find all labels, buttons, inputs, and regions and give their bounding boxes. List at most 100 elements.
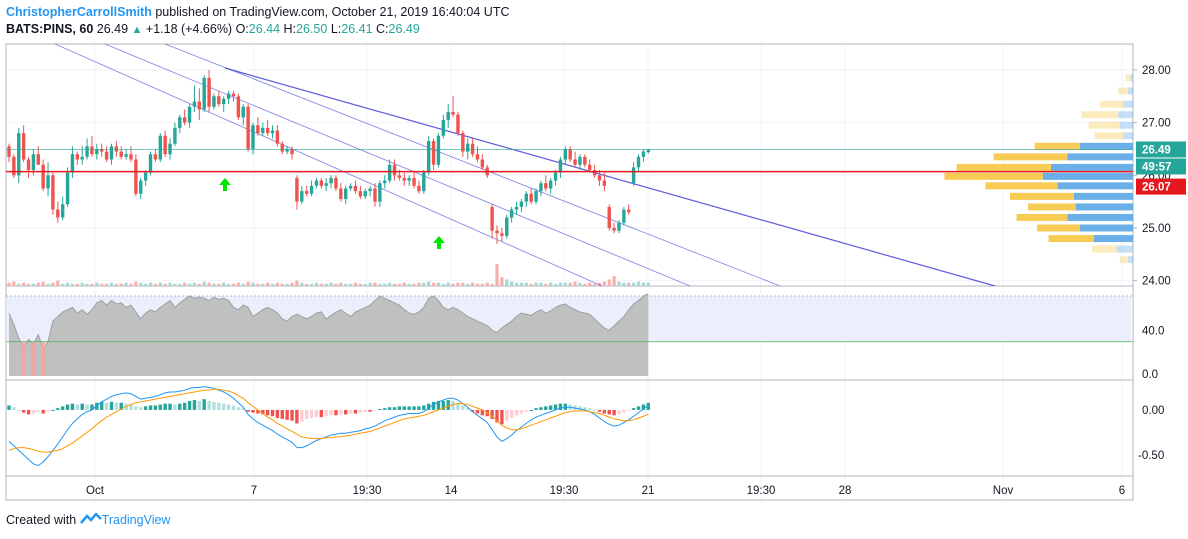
volume-bar (319, 283, 323, 286)
up-arrow-icon (219, 178, 231, 191)
macd-hist-bar (275, 409, 280, 419)
macd-hist-bar (641, 404, 646, 410)
volume-bar (197, 283, 201, 286)
candle-body (373, 188, 377, 202)
candle-body (344, 188, 348, 200)
author-name[interactable]: ChristopherCarrollSmith (6, 5, 152, 19)
candle-body (378, 183, 382, 202)
candle-body (431, 141, 436, 165)
volume-bar (573, 281, 577, 286)
volume-bar (139, 282, 143, 286)
macd-hist-bar (197, 400, 202, 410)
profile-bar-up (985, 182, 1058, 190)
macd-tick-label: 0.00 (1142, 405, 1164, 417)
volume-bar (412, 283, 416, 286)
volume-bar (7, 282, 11, 286)
macd-hist-bar (617, 409, 621, 415)
volume-bar (534, 282, 538, 286)
macd-hist-bar (231, 405, 236, 410)
macd-hist-bar (90, 404, 94, 410)
volume-bar (105, 283, 109, 286)
volume-bar (368, 282, 372, 286)
up-triangle-icon: ▲ (131, 24, 143, 36)
volume-bar (222, 282, 226, 286)
markers (219, 178, 445, 249)
candle-body (544, 183, 548, 189)
macd-hist-bar (631, 408, 636, 410)
candle-body (226, 93, 231, 99)
volume-bar (290, 282, 294, 286)
volume-bar (392, 283, 397, 286)
volume-bar (266, 282, 270, 286)
profile-bar-up (993, 153, 1068, 161)
macd-hist-bar (158, 404, 162, 410)
candle-body (314, 180, 319, 186)
macd-hist-bar (353, 409, 358, 414)
volume-bar (324, 283, 328, 286)
macd-hist-bar (304, 409, 309, 419)
profile-bar-down (1079, 142, 1133, 150)
volume-bar (436, 282, 441, 286)
macd-hist-bar (480, 409, 485, 416)
macd-hist-bar (139, 407, 143, 410)
candle-body (275, 130, 280, 144)
candle-body (348, 185, 353, 189)
volume-bar (636, 281, 641, 286)
volume-bar (553, 283, 558, 286)
candle-body (646, 149, 650, 153)
candle-body (602, 180, 607, 186)
rsi-tick-label: 40.0 (1142, 325, 1164, 337)
macd-hist-bar (134, 406, 138, 410)
macd-hist-bar (319, 409, 324, 418)
candle-body (109, 146, 114, 160)
macd-hist-bar (558, 403, 563, 410)
volume-bar (65, 282, 70, 286)
candle-body (21, 133, 26, 160)
macd-hist-bar (285, 409, 289, 420)
profile-bar-up (1016, 213, 1068, 221)
volume-bar (275, 282, 279, 286)
candle-body (114, 146, 119, 152)
candle-body (241, 106, 245, 118)
macd-hist-bar (334, 409, 338, 416)
volume-bar (158, 282, 162, 286)
volume-bar (588, 282, 592, 286)
price-tick-label: 24.00 (1142, 276, 1171, 288)
candle-body (31, 154, 36, 171)
volume-bar (144, 283, 148, 286)
volume-bar (402, 282, 406, 286)
candle-body (592, 170, 597, 176)
candle-body (475, 154, 480, 160)
profile-bar-down (1075, 203, 1133, 211)
macd-hist-bar (358, 409, 363, 413)
candle-body (182, 117, 187, 123)
volume-bar (192, 282, 197, 286)
macd-hist-bar (314, 409, 319, 418)
macd-hist-bar (280, 409, 284, 419)
candle-body (631, 167, 636, 184)
macd-hist-bar (143, 406, 148, 410)
candle-body (104, 151, 109, 160)
volume-bar (80, 282, 84, 286)
tradingview-brand[interactable]: TradingView (101, 513, 171, 527)
macd-hist-bar (173, 404, 177, 410)
volume-bar (563, 282, 567, 286)
macd-hist-bar (236, 407, 241, 410)
rsi-oversold (30, 341, 36, 376)
close-value: 26.49 (388, 22, 420, 36)
macd-hist-bar (104, 402, 109, 410)
candle-body (56, 209, 60, 218)
macd-hist-bar (451, 400, 455, 410)
volume-bar (178, 283, 182, 286)
volume-bar (451, 283, 455, 286)
candle-body (324, 183, 328, 186)
volume-bar (597, 282, 602, 286)
candle-body (451, 112, 455, 115)
candle-body (617, 222, 621, 231)
time-tick-label: 19:30 (550, 485, 579, 497)
macd-hist-bar (622, 409, 626, 413)
publish-line: ChristopherCarrollSmith published on Tra… (6, 4, 510, 21)
candle-body (261, 127, 265, 134)
profile-bar-down (1128, 87, 1133, 95)
